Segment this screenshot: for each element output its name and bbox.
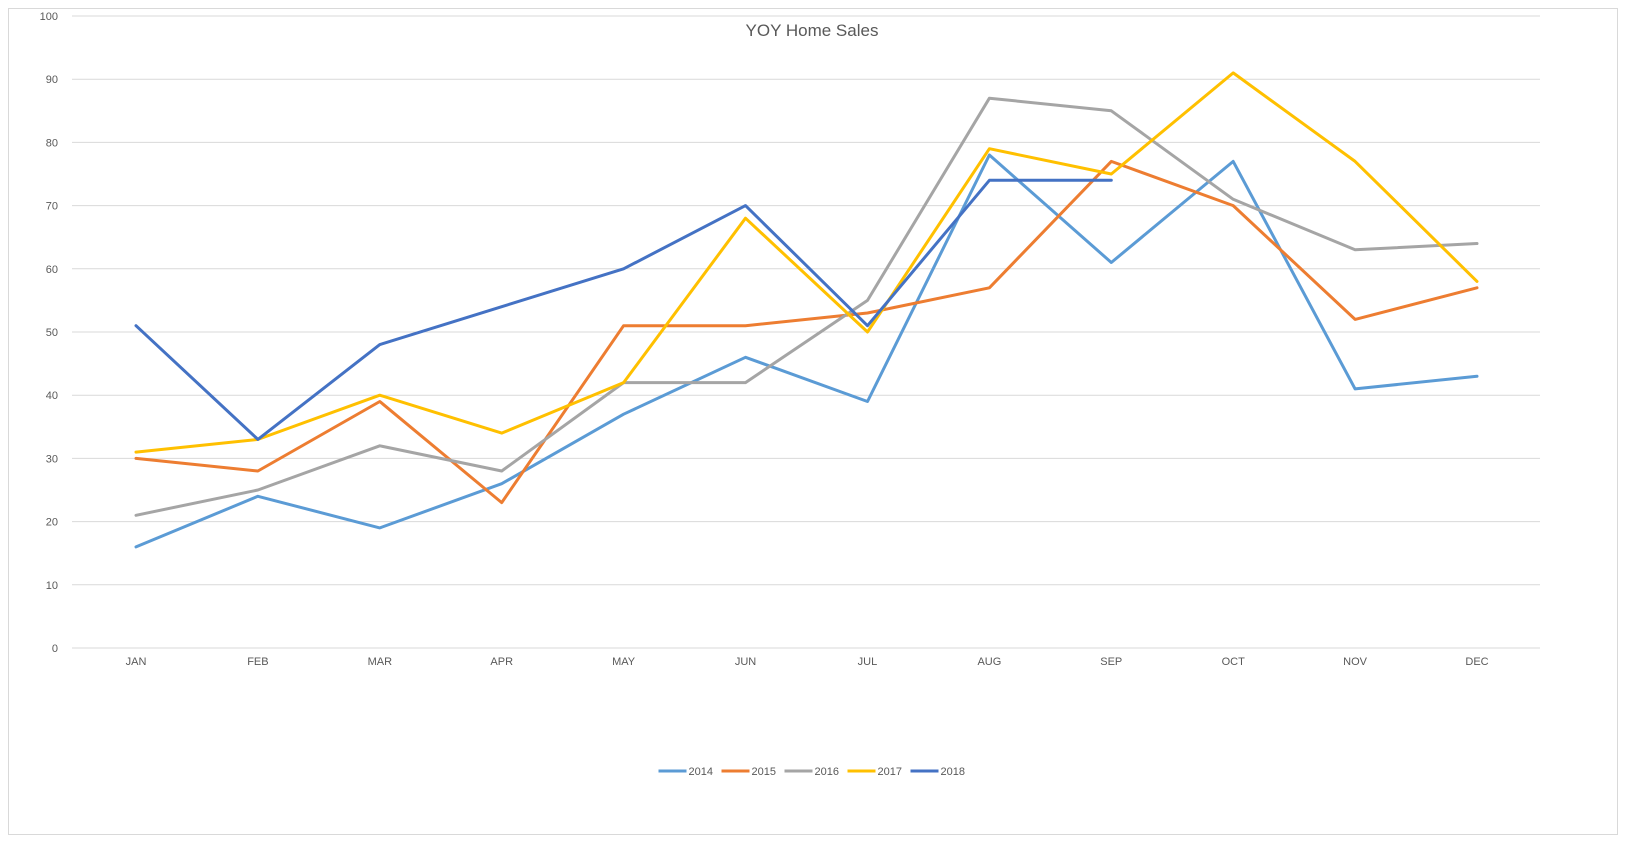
y-tick-label: 80: [46, 137, 58, 149]
x-tick-label: JUL: [858, 656, 878, 668]
series-line-2016: [134, 96, 1479, 517]
legend-label-2016: 2016: [815, 766, 839, 778]
x-tick-label: JAN: [126, 656, 147, 668]
series-line-2015: [134, 159, 1479, 505]
x-tick-label: MAY: [612, 656, 636, 668]
series-line-2014: [134, 153, 1479, 549]
x-tick-label: JUN: [735, 656, 756, 668]
x-tick-label: OCT: [1222, 656, 1246, 668]
x-tick-label: AUG: [977, 656, 1001, 668]
legend-label-2018: 2018: [941, 766, 965, 778]
y-tick-label: 90: [46, 74, 58, 86]
legend-label-2015: 2015: [752, 766, 776, 778]
y-tick-label: 100: [40, 11, 58, 23]
y-tick-label: 10: [46, 580, 58, 592]
y-axis-tick-labels: 0 10 20 30 40 50 60 70 80 90 100: [40, 11, 58, 655]
legend-label-2017: 2017: [878, 766, 902, 778]
x-tick-label: NOV: [1343, 656, 1368, 668]
y-tick-label: 60: [46, 264, 58, 276]
series-lines: [134, 71, 1479, 549]
y-tick-label: 20: [46, 517, 58, 529]
chart-frame: [8, 8, 1618, 835]
gridlines: [72, 15, 1540, 649]
y-tick-label: 50: [46, 327, 58, 339]
y-tick-label: 0: [52, 643, 58, 655]
x-axis-tick-labels: JAN FEB MAR APR MAY JUN JUL AUG SEP OCT NOV DEC: [126, 656, 1489, 668]
x-tick-label: MAR: [368, 656, 393, 668]
x-tick-label: APR: [490, 656, 513, 668]
series-line-2018: [134, 178, 1113, 441]
x-tick-label: SEP: [1100, 656, 1122, 668]
chart-title: YOY Home Sales: [746, 21, 879, 40]
y-tick-label: 40: [46, 390, 58, 402]
legend: 2014 2015 2016 2017 2018: [658, 766, 965, 778]
x-tick-label: DEC: [1465, 656, 1488, 668]
y-tick-label: 70: [46, 201, 58, 213]
series-line-2017: [134, 71, 1479, 454]
legend-label-2014: 2014: [689, 766, 713, 778]
y-tick-label: 30: [46, 453, 58, 465]
x-tick-label: FEB: [247, 656, 268, 668]
